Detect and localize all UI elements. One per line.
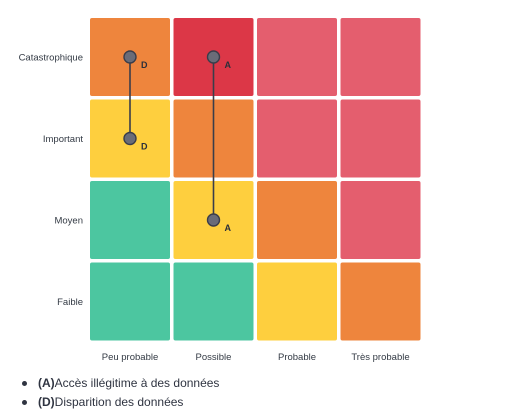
risk-marker-initial [206,213,221,227]
x-tick-label: Probable [278,352,316,363]
y-tick-label: Important [43,134,83,145]
matrix-cell [340,262,421,341]
legend: (A)Accès illégitime à des données (D)Dis… [22,374,219,412]
matrix-cell [340,181,421,259]
y-tick-label: Catastrophique [19,53,83,64]
bullet-icon [22,400,27,405]
bullet-icon [22,381,27,386]
x-tick-label: Possible [196,352,232,363]
matrix-cell [257,181,337,259]
y-tick-label: Faible [57,297,83,308]
risk-marker-label: D [141,60,148,70]
matrix-cell [257,18,337,96]
y-axis-labels: Catastrophique Important Moyen Faible [19,53,84,309]
risk-marker-residual [123,50,137,64]
x-tick-label: Peu probable [102,352,159,363]
legend-item-d: (D)Disparition des données [22,393,219,412]
matrix-cell [173,262,254,341]
matrix-cell [340,99,421,178]
risk-marker-residual [206,50,221,64]
risk-matrix: Catastrophique Important Moyen Faible Peu p… [19,18,421,363]
x-axis-labels: Peu probable Possible Probable Très probabl… [102,352,410,363]
matrix-cell [90,181,170,259]
legend-code: (A) [38,376,55,390]
matrix-cell [340,18,421,96]
risk-marker-label: D [141,142,148,152]
x-tick-label: Très probable [351,352,409,363]
risk-marker-label: A [225,223,232,233]
matrix-cell [257,262,337,341]
risk-markers: A A D D [123,50,232,233]
y-tick-label: Moyen [54,216,83,227]
legend-code: (D) [38,395,55,409]
legend-text: Disparition des données [54,395,184,409]
legend-item-a: (A)Accès illégitime à des données [22,374,219,393]
matrix-cell [90,262,170,341]
risk-marker-initial [123,131,137,146]
matrix-cells [90,18,421,341]
legend-text: Accès illégitime à des données [54,376,220,390]
risk-marker-label: A [225,60,232,70]
matrix-cell [257,99,337,178]
